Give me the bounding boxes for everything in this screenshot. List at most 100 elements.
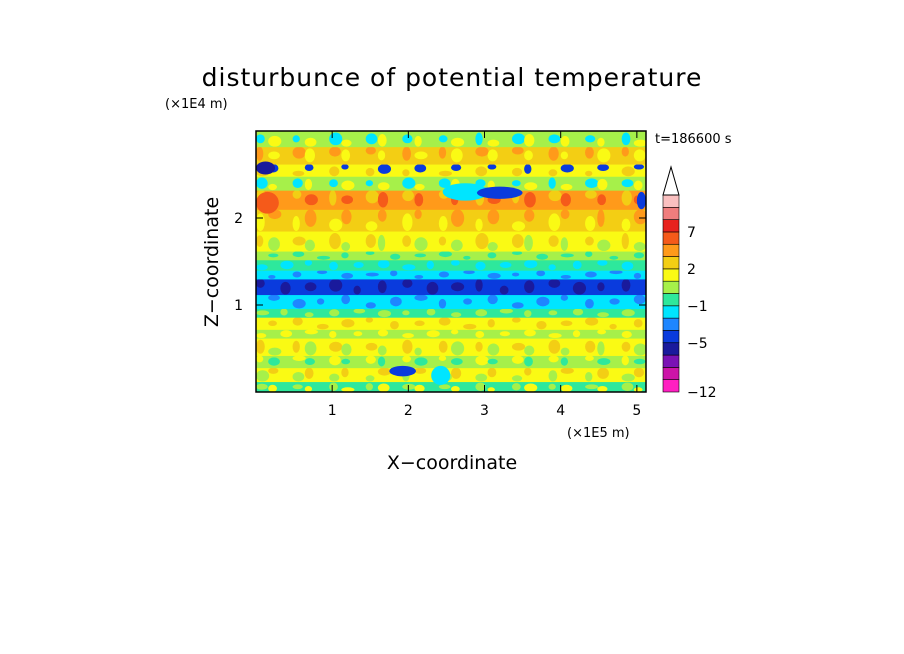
contour-patch <box>256 235 264 247</box>
contour-patch <box>402 310 410 316</box>
contour-band <box>256 317 646 330</box>
contour-patch <box>548 264 556 271</box>
contour-patch <box>548 213 561 232</box>
contour-patch <box>451 239 463 252</box>
contour-patch <box>524 310 532 318</box>
contour-patch <box>329 132 343 146</box>
contour-patch <box>414 367 427 374</box>
contour-patch <box>329 179 338 188</box>
contour-patch <box>548 146 559 161</box>
contour-patch <box>560 193 571 207</box>
contour-patch <box>377 191 389 208</box>
chart-title: disturbunce of potential temperature <box>202 63 703 92</box>
contour-patch <box>548 333 562 339</box>
contour-patch <box>487 164 497 170</box>
contour-patch <box>633 367 645 378</box>
contour-patch <box>621 382 634 392</box>
contour-patch <box>451 148 463 163</box>
contour-patch <box>304 239 315 252</box>
colorbar-swatch <box>662 219 680 233</box>
contour-patch <box>597 194 607 206</box>
contour-patch <box>256 333 267 339</box>
colorbar-swatch <box>662 367 680 380</box>
contour-patch <box>560 320 573 327</box>
contour-patch <box>536 253 549 260</box>
contour-patch <box>341 139 352 147</box>
contour-patch <box>316 255 331 260</box>
contour-patch <box>633 358 646 365</box>
contour-patch <box>560 151 568 160</box>
contour-patch <box>572 308 584 316</box>
contour-patch <box>597 341 605 356</box>
contour-patch <box>341 149 351 162</box>
contour-patch <box>292 190 302 199</box>
contour-patch <box>560 367 574 374</box>
contour-patch <box>609 323 617 330</box>
contour-patch <box>414 357 428 366</box>
contour-patch <box>621 232 629 250</box>
contour-patch <box>463 323 477 330</box>
contour-patch <box>633 164 645 170</box>
contour-patch <box>511 133 526 145</box>
contour-patch <box>365 355 376 364</box>
contour-patch <box>633 252 645 259</box>
contour-patch <box>304 148 315 163</box>
contour-patch <box>341 164 349 170</box>
contour-patch <box>377 383 390 392</box>
contour-patch <box>621 146 629 157</box>
contour-patch <box>292 236 306 246</box>
contour-patch <box>256 134 265 144</box>
contour-patch <box>548 355 559 363</box>
contour-patch <box>377 310 392 318</box>
contour-patch <box>292 271 302 278</box>
contour-patch <box>524 259 538 269</box>
contour-patch <box>341 252 349 259</box>
contour-feature <box>442 183 489 201</box>
contour-patch <box>304 178 313 191</box>
contour-patch <box>633 139 646 147</box>
contour-patch <box>390 253 401 260</box>
contour-patch <box>560 253 574 258</box>
contour-patch <box>390 296 402 307</box>
contour-patch <box>377 164 392 174</box>
contour-patch <box>621 261 634 271</box>
contour-patch <box>451 386 460 392</box>
contour-patch <box>609 255 619 260</box>
contour-patch <box>329 309 340 317</box>
contour-patch <box>511 251 523 255</box>
contour-patch <box>304 329 318 335</box>
contour-patch <box>353 262 364 268</box>
contour-patch <box>365 221 378 232</box>
contour-band <box>256 338 646 356</box>
y-tick-label: 2 <box>234 211 243 227</box>
contour-patch <box>292 298 306 309</box>
contour-patch <box>524 367 532 376</box>
contour-patch <box>536 296 550 307</box>
contour-patch <box>329 232 341 250</box>
contour-patch <box>365 251 375 255</box>
contour-patch <box>585 236 594 246</box>
contour-patch <box>292 355 306 361</box>
contour-patch <box>268 183 277 191</box>
contour-patch <box>353 331 363 337</box>
contour-patch <box>341 367 349 378</box>
contour-patch <box>292 371 305 382</box>
contour-patch <box>633 387 643 392</box>
contour-patch <box>329 373 340 382</box>
contour-patch <box>316 298 325 305</box>
contour-patch <box>402 213 413 232</box>
colorbar-swatch <box>662 305 680 319</box>
contour-patch <box>487 139 500 147</box>
contour-patch <box>585 251 593 258</box>
contour-patch <box>377 329 389 337</box>
contour-patch <box>402 235 412 247</box>
contour-patch <box>268 294 280 301</box>
plot-frame <box>255 130 647 393</box>
contour-patch <box>268 320 277 327</box>
contour-patch <box>438 216 448 232</box>
contour-patch <box>268 253 279 258</box>
contour-patch <box>475 232 489 250</box>
contour-patch <box>365 180 373 187</box>
contour-patch <box>292 317 303 326</box>
